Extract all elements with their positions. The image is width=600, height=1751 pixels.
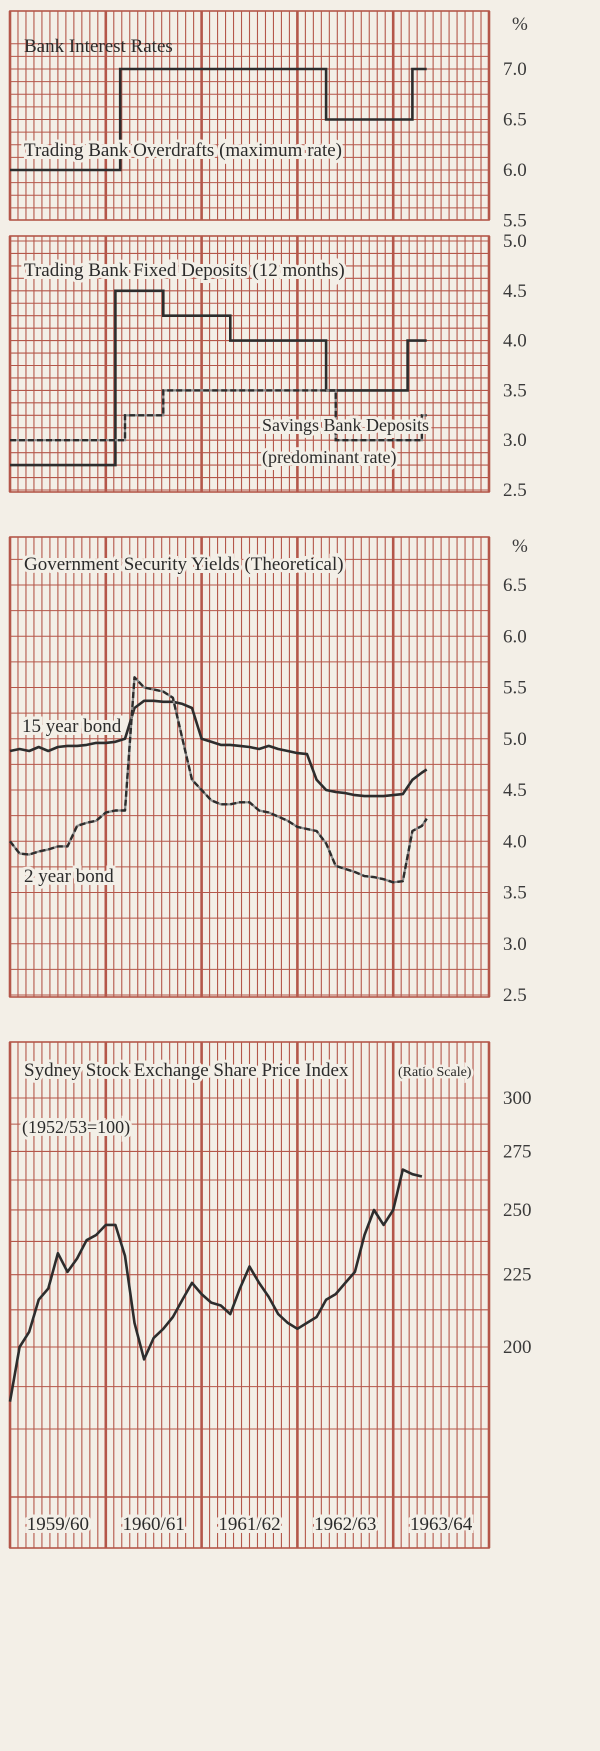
chart-panel-1: [8, 10, 491, 221]
y-tick-label: 5.0: [503, 729, 527, 750]
y-tick-label: 3.0: [503, 430, 527, 451]
series-label: 15 year bond: [22, 716, 122, 737]
x-tick-label: 1962/63: [314, 1514, 376, 1535]
chart-title: Sydney Stock Exchange Share Price Index: [24, 1060, 349, 1081]
base-note: (1952/53=100): [22, 1117, 130, 1138]
annotation-label: (predominant rate): [262, 447, 396, 468]
y-tick-label: 4.5: [503, 281, 527, 302]
y-tick-label: 3.5: [503, 380, 527, 401]
series-line-fixed-deposits: [10, 289, 427, 467]
y-tick-label: 5.5: [503, 678, 527, 699]
unit-label: %: [512, 536, 528, 557]
y-tick-label: 2.5: [503, 985, 527, 1006]
chart-title: Government Security Yields (Theoretical): [24, 554, 344, 575]
y-tick-label: 4.0: [503, 831, 527, 852]
y-tick-label: 5.0: [503, 231, 527, 252]
chart-title: Bank Interest Rates: [24, 36, 173, 57]
chart-panel-2: [8, 235, 491, 493]
series-line-overdrafts: [10, 67, 427, 172]
y-tick-label: 4.0: [503, 331, 527, 352]
series-line-savings: [10, 389, 427, 442]
annotation-label: Savings Bank Deposits: [262, 415, 429, 435]
series-line-share-index: [8, 1168, 423, 1402]
x-tick-label: 1961/62: [218, 1514, 280, 1535]
y-tick-label: 200: [503, 1337, 532, 1358]
y-tick-label: 6.0: [503, 160, 527, 181]
y-tick-label: 225: [503, 1265, 532, 1286]
x-tick-label: 1963/64: [410, 1514, 473, 1535]
y-tick-label: 6.5: [503, 575, 527, 596]
unit-label: %: [512, 14, 528, 35]
y-tick-label: 2.5: [503, 480, 527, 501]
series-line-15-year-bond: [9, 699, 428, 798]
series-label: 2 year bond: [24, 866, 114, 887]
y-tick-label: 7.0: [503, 59, 527, 80]
y-tick-label: 4.5: [503, 780, 527, 801]
y-tick-label: 6.0: [503, 626, 527, 647]
y-tick-label: 250: [503, 1200, 532, 1221]
scale-note: (Ratio Scale): [398, 1065, 472, 1080]
series-label: Trading Bank Overdrafts (maximum rate): [24, 140, 342, 161]
chart-panel-3: [8, 536, 491, 998]
x-tick-label: 1960/61: [123, 1514, 185, 1535]
chart-title: Trading Bank Fixed Deposits (12 months): [24, 260, 345, 281]
y-tick-label: 6.5: [503, 110, 527, 131]
y-tick-label: 5.5: [503, 211, 527, 232]
series-line-2-year-bond: [9, 676, 428, 884]
y-tick-label: 3.0: [503, 934, 527, 955]
y-tick-label: 3.5: [503, 883, 527, 904]
y-tick-label: 275: [503, 1141, 532, 1162]
chart-panel-4: [8, 1041, 491, 1549]
x-tick-label: 1959/60: [27, 1514, 89, 1535]
y-tick-label: 300: [503, 1088, 532, 1109]
